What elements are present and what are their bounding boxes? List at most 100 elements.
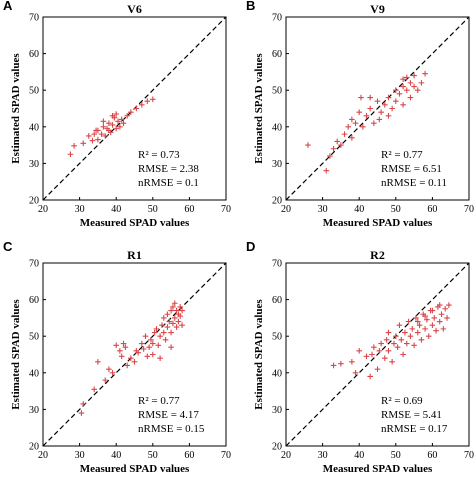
data-point — [405, 318, 412, 325]
data-point — [164, 311, 171, 318]
x-tick-label: 50 — [391, 204, 401, 215]
data-point — [151, 329, 158, 336]
data-point — [345, 124, 352, 130]
data-point — [113, 125, 119, 132]
data-point — [177, 313, 184, 319]
x-axis-label: Measured SPAD values — [80, 463, 190, 475]
data-point — [382, 102, 388, 108]
data-point — [71, 143, 77, 149]
data-point — [179, 307, 185, 314]
data-point — [135, 349, 141, 356]
stat-nrmse: nRMSE = 0.17 — [381, 423, 448, 435]
data-point — [400, 76, 406, 83]
data-point — [338, 142, 344, 148]
data-point — [171, 315, 178, 321]
data-point — [327, 153, 333, 159]
stat-rmse: RMSE = 4.17 — [138, 409, 199, 421]
data-point — [330, 145, 337, 152]
y-tick-label: 30 — [29, 159, 39, 170]
data-point — [166, 318, 173, 325]
data-point — [438, 311, 445, 318]
x-tick-label: 70 — [464, 450, 474, 461]
data-point — [400, 102, 406, 108]
data-point — [429, 322, 436, 329]
data-point — [422, 326, 428, 332]
y-tick-label: 70 — [272, 13, 282, 24]
data-point — [117, 348, 123, 354]
plot-frame — [42, 262, 227, 447]
data-point — [400, 351, 406, 358]
data-point — [442, 305, 449, 312]
data-point — [168, 329, 174, 336]
y-tick-label: 40 — [272, 368, 282, 379]
data-point — [148, 337, 154, 343]
data-point — [323, 167, 330, 174]
y-tick-label: 50 — [29, 332, 39, 343]
data-point — [422, 70, 428, 77]
panel-title: V6 — [127, 2, 142, 16]
panel-b: B V9 20 30 40 50 60 70 20 30 40 50 60 70 Measured SPAD… — [246, 0, 474, 229]
data-point — [398, 337, 405, 343]
data-point — [411, 342, 417, 349]
data-point — [418, 80, 425, 86]
data-point — [168, 307, 174, 314]
y-tick-label: 30 — [272, 405, 282, 416]
panel-title: R2 — [370, 248, 385, 262]
data-point — [139, 102, 145, 108]
x-tick-label: 40 — [111, 450, 121, 461]
data-point — [89, 137, 96, 144]
x-tick-label: 20 — [38, 204, 48, 215]
data-point — [371, 120, 377, 126]
panel-c: C R1 20 30 40 50 60 70 20 30 40 50 60 70 Measured SPAD… — [3, 239, 231, 475]
one-to-one-line — [285, 262, 470, 447]
x-tick-label: 70 — [464, 204, 474, 215]
data-point — [95, 359, 101, 365]
data-point — [429, 307, 436, 314]
x-tick-label: 50 — [148, 204, 158, 215]
data-point — [367, 94, 373, 101]
data-point — [400, 83, 406, 90]
data-point — [407, 94, 414, 101]
data-point — [160, 315, 167, 321]
x-tick-label: 20 — [38, 450, 48, 461]
data-point — [363, 113, 370, 119]
x-tick-label: 60 — [427, 204, 437, 215]
data-point — [153, 326, 160, 332]
data-point — [334, 138, 341, 145]
data-point — [100, 124, 107, 130]
y-axis-label: Estimated SPAD values — [253, 53, 265, 164]
data-point — [363, 353, 370, 360]
data-point — [80, 140, 87, 147]
data-point — [85, 133, 92, 139]
panel-title: V9 — [370, 2, 385, 16]
y-tick-label: 70 — [272, 259, 282, 270]
data-point — [170, 320, 176, 327]
data-point — [157, 355, 163, 361]
data-point — [436, 318, 443, 325]
data-point — [338, 360, 344, 367]
y-tick-label: 50 — [272, 332, 282, 343]
data-point — [109, 113, 116, 119]
data-point — [393, 333, 399, 339]
data-point — [436, 302, 443, 308]
data-point — [177, 304, 184, 310]
data-point — [411, 72, 417, 79]
y-tick-label: 20 — [29, 196, 39, 207]
data-point — [102, 133, 109, 139]
data-point — [358, 94, 364, 101]
data-point — [106, 366, 112, 372]
panel-letter: D — [246, 239, 255, 254]
y-tick-label: 60 — [29, 49, 39, 60]
data-point — [385, 329, 392, 336]
data-point — [128, 109, 134, 115]
data-point — [159, 322, 165, 329]
data-point — [349, 359, 355, 365]
data-point — [160, 329, 167, 336]
data-point — [139, 340, 145, 347]
y-tick-label: 50 — [29, 86, 39, 97]
x-tick-label: 60 — [427, 450, 437, 461]
data-point — [155, 342, 162, 349]
x-tick-label: 70 — [221, 450, 231, 461]
data-point — [109, 122, 116, 128]
